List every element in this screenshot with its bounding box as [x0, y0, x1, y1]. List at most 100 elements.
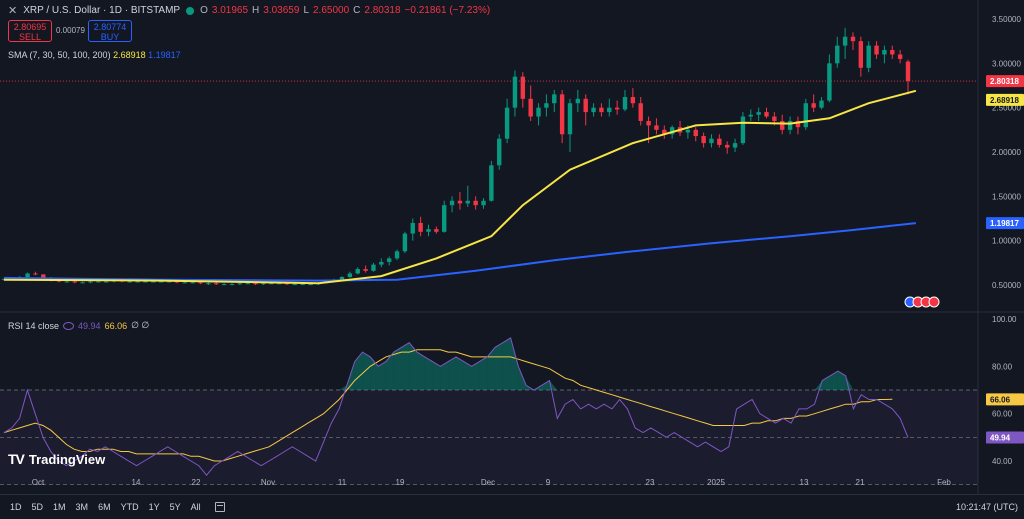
- candle-body: [756, 112, 761, 115]
- low-value: 2.65000: [313, 5, 350, 16]
- candle-body: [874, 45, 879, 55]
- candle-body: [80, 282, 85, 284]
- clock[interactable]: 10:21:47 (UTC): [955, 502, 1018, 512]
- rsi-overbought-fill: [393, 347, 402, 390]
- high-label: H: [252, 5, 260, 16]
- timeframe-6m[interactable]: 6M: [98, 502, 111, 512]
- candle-body: [481, 200, 486, 206]
- candle-body: [717, 138, 722, 145]
- candle-body: [890, 50, 895, 55]
- timeframe-ytd[interactable]: YTD: [120, 502, 139, 512]
- candle-body: [905, 61, 911, 82]
- rsi-line: [3, 337, 909, 476]
- candle-body: [151, 281, 156, 283]
- rsi-overbought-fill: [456, 356, 464, 390]
- timeframe-1y[interactable]: 1Y: [148, 502, 160, 512]
- candle-body: [394, 251, 400, 259]
- candle-body: [56, 280, 62, 282]
- candle-body: [143, 281, 148, 283]
- timeframe-5d[interactable]: 5D: [31, 502, 44, 512]
- market-status-icon: [186, 6, 195, 15]
- candle-body: [591, 107, 596, 113]
- candle-body: [473, 200, 478, 206]
- rsi-overbought-fill: [463, 361, 472, 390]
- candle-body: [245, 283, 250, 285]
- candle-body: [622, 97, 628, 110]
- candle-body: [261, 283, 266, 285]
- candle-body: [528, 98, 533, 117]
- candle-body: [882, 50, 887, 55]
- calendar-icon[interactable]: [214, 502, 225, 512]
- sell-button[interactable]: 2.80695 SELL: [8, 20, 52, 42]
- candle-body: [646, 120, 651, 126]
- rsi-eye-icon: [63, 321, 75, 330]
- candle-body: [426, 229, 431, 232]
- rsi-overbought-fill: [479, 356, 488, 390]
- candle-body: [363, 269, 368, 271]
- candle-body: [701, 136, 706, 144]
- buy-button[interactable]: 2.80774 BUY: [88, 20, 132, 42]
- x-axis-label: 23: [646, 478, 655, 487]
- sma-long-line: [3, 222, 917, 282]
- rsi-legend[interactable]: RSI 14 close 49.94 66.06 ∅ ∅: [8, 320, 149, 331]
- candle-body: [402, 233, 408, 252]
- candle-body: [410, 222, 415, 234]
- rsi-overbought-fill: [494, 342, 503, 390]
- sell-label: SELL: [18, 32, 42, 42]
- candle-body: [787, 120, 793, 130]
- x-axis-label: 9: [546, 478, 551, 487]
- candle-body: [72, 281, 77, 283]
- candle-body: [96, 281, 101, 283]
- price-tick-label: 2.50000: [992, 104, 1021, 113]
- rsi-overbought-fill: [440, 361, 449, 390]
- candle-body: [607, 107, 612, 113]
- price-tick-label: 0.50000: [992, 281, 1021, 290]
- x-axis-label: 2025: [707, 478, 725, 487]
- sma-short-value: 2.68918: [113, 50, 146, 60]
- candle-body: [276, 283, 282, 285]
- candle-body: [41, 274, 46, 278]
- rsi-ma-value: 66.06: [104, 320, 128, 331]
- candle-body: [614, 107, 620, 110]
- low-label: L: [303, 5, 309, 16]
- sma-long-tag: 1.19817: [990, 219, 1019, 228]
- timeframe-3m[interactable]: 3M: [75, 502, 89, 512]
- rsi-overbought-fill: [510, 337, 519, 390]
- sma-legend[interactable]: SMA (7, 30, 50, 100, 200) 2.68918 1.1981…: [8, 50, 181, 60]
- rsi-overbought-fill: [417, 352, 425, 390]
- timeframe-5y[interactable]: 5Y: [169, 502, 181, 512]
- candle-body: [497, 138, 502, 166]
- candle-body: [489, 165, 494, 201]
- timeframe-1d[interactable]: 1D: [10, 502, 22, 512]
- x-axis-label: 13: [800, 478, 809, 487]
- tradingview-logo-text: TradingView: [28, 451, 106, 467]
- buy-label: BUY: [100, 32, 120, 42]
- candle-body: [418, 222, 423, 232]
- candle-body: [253, 283, 258, 285]
- candle-body: [190, 282, 195, 284]
- candle-body: [25, 273, 30, 278]
- timeframe-all[interactable]: All: [190, 502, 201, 512]
- rsi-overbought-fill: [432, 361, 441, 390]
- candle-body: [504, 107, 510, 139]
- price-tick-label: 2.00000: [992, 148, 1021, 157]
- rsi-label: RSI 14 close: [8, 320, 60, 331]
- timeframe-1m[interactable]: 1M: [53, 502, 66, 512]
- candle-body: [198, 282, 203, 284]
- symbol-title[interactable]: XRP / U.S. Dollar · 1D · BITSTAMP: [23, 5, 181, 16]
- rsi-tag-bg: [986, 431, 1024, 444]
- candle-body: [135, 281, 140, 283]
- x-axis-label: 21: [856, 478, 865, 487]
- bottom-toolbar: 1D 5D 1M 3M 6M YTD 1Y 5Y All 10:21:47 (U…: [0, 494, 1024, 519]
- candle-body: [709, 138, 714, 144]
- candle-body: [764, 112, 769, 117]
- candle-body: [575, 98, 581, 104]
- candle-body: [772, 116, 777, 121]
- x-axis-label: Oct: [32, 478, 45, 487]
- rsi-overbought-fill: [385, 352, 394, 390]
- price-tick-label: 3.50000: [992, 15, 1021, 24]
- candle-body: [174, 281, 180, 283]
- candle-body: [159, 281, 164, 283]
- candle-body: [850, 36, 856, 42]
